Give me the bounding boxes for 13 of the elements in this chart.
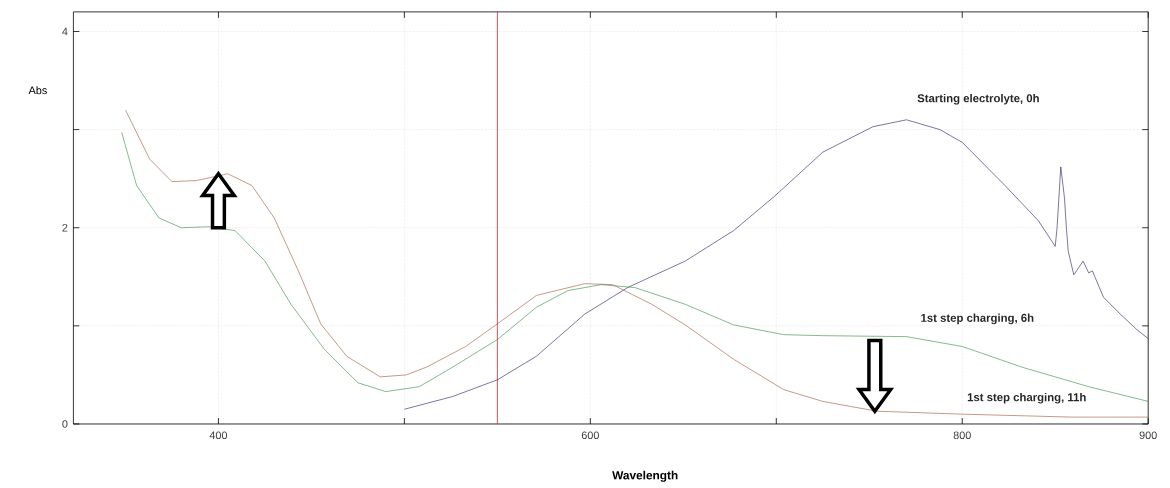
annotation: 1st step charging, 6h — [921, 313, 1034, 325]
x-tick-label: 900 — [1139, 431, 1157, 439]
x-tick-label: 800 — [953, 431, 971, 439]
y-axis-title: Abs — [28, 86, 47, 94]
annotation: 1st step charging, 11h — [967, 392, 1086, 404]
y-tick-label: 2 — [62, 223, 68, 232]
x-tick-label: 400 — [209, 431, 228, 439]
x-tick-label: 600 — [581, 431, 599, 439]
y-tick-label: 0 — [62, 419, 68, 428]
annotation: Starting electrolyte, 0h — [917, 93, 1039, 105]
y-tick-label: 4 — [62, 27, 68, 36]
x-axis-title: Wavelength — [612, 470, 678, 482]
line-series — [404, 119, 1149, 410]
